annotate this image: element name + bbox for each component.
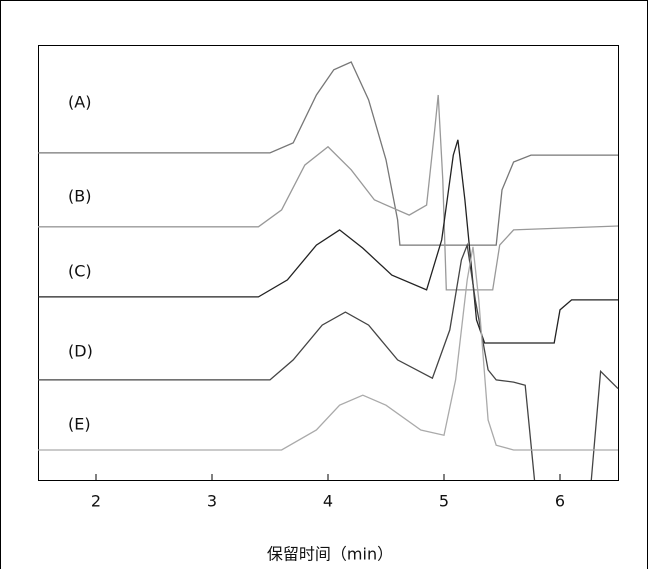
trace: [38, 61, 618, 246]
x-axis-label: 保留时间（min）: [267, 545, 393, 564]
trace: [38, 242, 619, 481]
x-tick-label: 4: [323, 492, 333, 511]
series-label: (D): [68, 342, 93, 361]
trace: [38, 246, 618, 451]
trace: [38, 94, 619, 291]
x-tick-label: 2: [91, 492, 101, 511]
x-tick-label: 3: [207, 492, 217, 511]
plot-frame: [38, 45, 619, 481]
x-tick-label: 5: [439, 492, 449, 511]
trace: [38, 139, 618, 344]
series-label: (C): [68, 262, 92, 281]
series-label: (B): [68, 187, 91, 206]
x-tick-label: 6: [555, 492, 565, 511]
series-label: (E): [68, 415, 91, 434]
series-label: (A): [68, 93, 91, 112]
